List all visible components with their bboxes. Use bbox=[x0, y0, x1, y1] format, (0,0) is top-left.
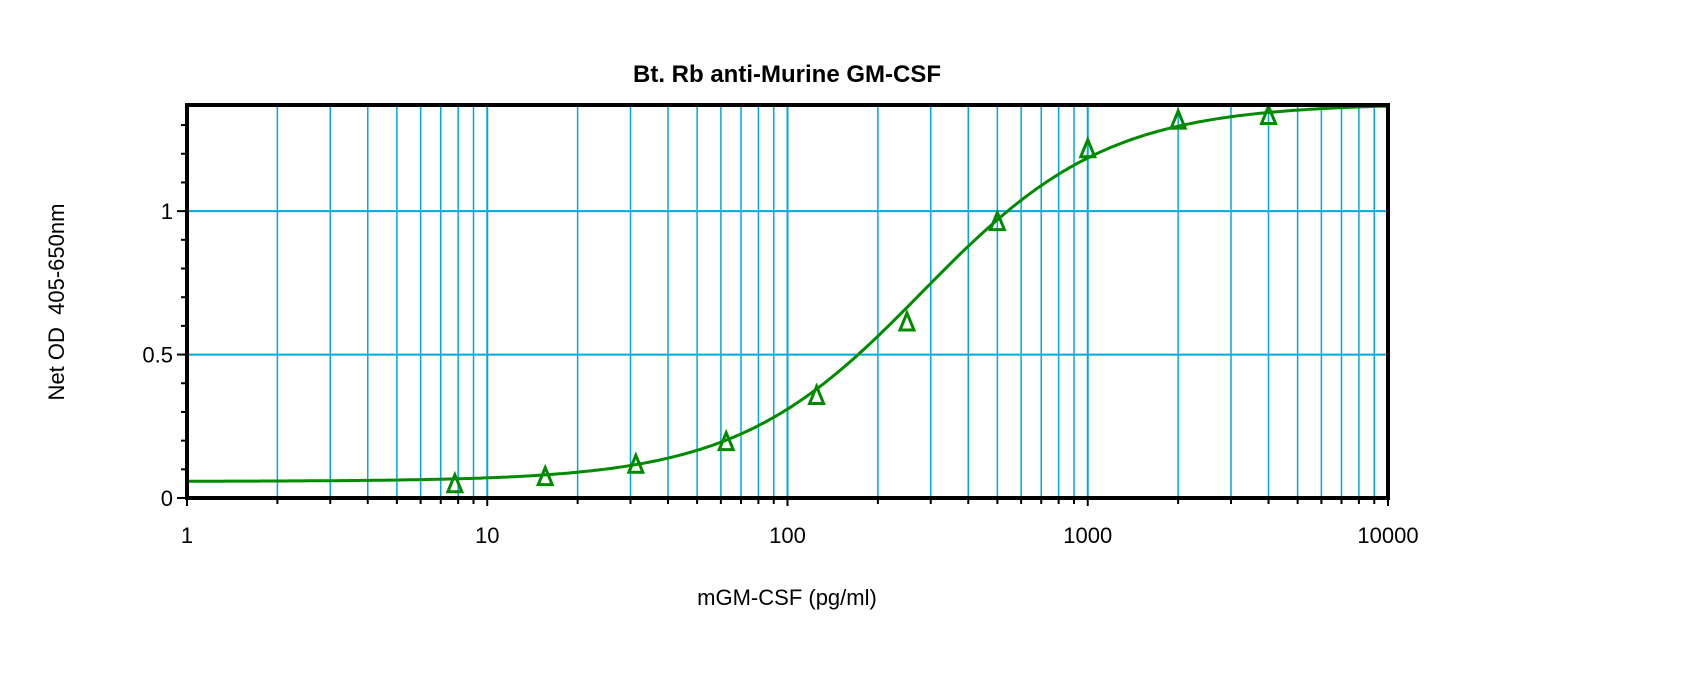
y-axis-label: Net OD 405-650nm bbox=[44, 204, 69, 401]
y-tick-label: 0 bbox=[161, 486, 173, 511]
x-tick-label: 1000 bbox=[1063, 523, 1112, 548]
x-tick-label: 1 bbox=[181, 523, 193, 548]
data-point-triangle bbox=[897, 309, 917, 332]
y-tick-label: 0.5 bbox=[142, 343, 173, 368]
data-point-triangle bbox=[716, 428, 736, 452]
fit-curve-group bbox=[187, 104, 1389, 483]
y-tick-label: 1 bbox=[161, 199, 173, 224]
x-axis-label: mGM-CSF (pg/ml) bbox=[697, 585, 877, 610]
data-point-triangle bbox=[988, 208, 1007, 232]
data-point-triangle bbox=[1259, 102, 1278, 125]
x-tick-label: 10 bbox=[475, 523, 499, 548]
data-point-triangle bbox=[535, 463, 555, 487]
data-point-triangle bbox=[445, 470, 465, 494]
data-point-triangle bbox=[1078, 135, 1097, 159]
data-points bbox=[445, 102, 1278, 494]
grid bbox=[187, 105, 1388, 498]
axis-ticks: 1 10 100 1000 10000 0 0.5 1 bbox=[142, 124, 1419, 548]
data-point-triangle bbox=[807, 382, 826, 405]
fit-curve bbox=[187, 104, 1389, 483]
data-point-triangle bbox=[1168, 107, 1188, 130]
data-point-triangle bbox=[626, 451, 646, 474]
x-tick-label: 10000 bbox=[1357, 523, 1418, 548]
chart-title: Bt. Rb anti-Murine GM-CSF bbox=[633, 61, 941, 88]
x-tick-label: 100 bbox=[769, 523, 806, 548]
